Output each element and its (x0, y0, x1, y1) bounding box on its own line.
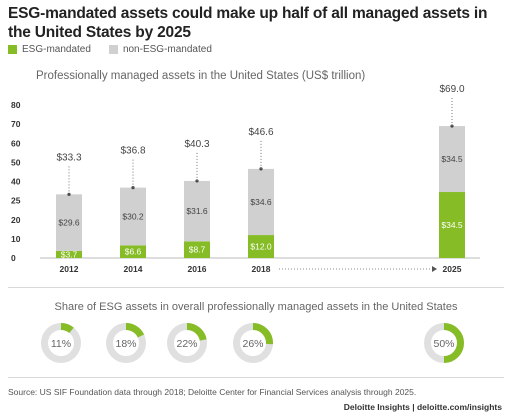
footer-credit: Deloitte Insights | deloitte.com/insight… (343, 402, 502, 412)
data-label-esg-2012: $3.7 (61, 249, 78, 259)
legend-label-non-esg: non-ESG-mandated (122, 44, 212, 55)
total-label-2012: $33.3 (56, 152, 81, 163)
y-tick-label: 40 (11, 177, 21, 187)
donut-label-26%: 26% (242, 338, 263, 350)
bar-esg-2012 (56, 250, 82, 258)
data-label-non-esg-2016: $31.6 (186, 206, 208, 216)
bar-esg-2025 (439, 192, 465, 258)
data-label-esg-2018: $12.0 (250, 242, 272, 252)
total-label-2025: $69.0 (439, 84, 464, 95)
bar-esg-2016 (184, 241, 210, 258)
share-title: Share of ESG assets in overall professio… (54, 301, 458, 313)
chart-subtitle: Professionally managed assets in the Uni… (36, 70, 366, 82)
legend-item-non-esg: non-ESG-mandated (108, 44, 212, 55)
y-tick-label: 20 (11, 215, 21, 225)
timeline-arrow-head (432, 266, 437, 272)
y-tick-label: 60 (11, 138, 21, 148)
donut-label-22%: 22% (176, 338, 197, 350)
y-tick-label: 50 (11, 157, 21, 167)
bar-non-esg-2025 (439, 126, 465, 193)
x-tick-label-2014: 2014 (124, 264, 143, 274)
donut-label-50%: 50% (433, 338, 454, 350)
chart-title: ESG-mandated assets could make up half o… (8, 5, 488, 41)
bar-non-esg-2018 (248, 168, 274, 236)
bar-esg-2018 (248, 235, 274, 258)
donut-label-11%: 11% (51, 338, 71, 350)
y-tick-label: 80 (11, 100, 21, 110)
data-label-esg-2025: $34.5 (441, 220, 463, 230)
x-tick-label-2025: 2025 (443, 264, 462, 274)
total-label-2018: $46.6 (248, 127, 273, 138)
donut-label-18%: 18% (115, 338, 136, 350)
y-tick-label: 0 (11, 253, 16, 263)
bar-non-esg-2014 (120, 187, 146, 246)
divider-bottom (8, 377, 504, 378)
legend: ESG-mandated non-ESG-mandated (8, 44, 230, 55)
divider (8, 287, 504, 288)
data-label-non-esg-2014: $30.2 (122, 211, 144, 221)
bar-non-esg-2016 (184, 180, 210, 242)
data-label-esg-2016: $8.7 (189, 245, 206, 255)
bar-chart: 01020254050607080$3.7$29.6$33.32012$6.6$… (11, 84, 480, 274)
donut-arc-18% (125, 323, 145, 338)
x-tick-label-2012: 2012 (60, 264, 79, 274)
donut-arc-50% (443, 323, 464, 363)
bar-esg-2014 (120, 245, 146, 258)
data-label-non-esg-2018: $34.6 (250, 197, 272, 207)
legend-item-esg: ESG-mandated (8, 44, 91, 55)
data-label-non-esg-2012: $29.6 (58, 218, 80, 228)
donut-arc-22% (186, 323, 207, 341)
bar-non-esg-2012 (56, 194, 82, 251)
legend-swatch-non-esg (108, 45, 118, 54)
x-tick-label-2016: 2016 (188, 264, 207, 274)
donut-arc-11% (60, 323, 74, 334)
y-tick-label: 70 (11, 119, 21, 129)
data-label-esg-2014: $6.6 (125, 247, 142, 257)
legend-swatch-esg (8, 45, 17, 54)
source-note: Source: US SIF Foundation data through 2… (8, 387, 417, 397)
share-donuts: 11% 18% 22% 26% 50% (41, 323, 464, 363)
x-tick-label-2018: 2018 (252, 264, 271, 274)
y-tick-label: 10 (11, 234, 21, 244)
legend-label-esg: ESG-mandated (22, 44, 91, 55)
y-tick-label: 25 (11, 196, 21, 206)
total-label-2014: $36.8 (120, 146, 145, 157)
total-label-2016: $40.3 (184, 139, 209, 150)
donut-arc-26% (252, 323, 273, 345)
data-label-non-esg-2025: $34.5 (441, 154, 463, 164)
